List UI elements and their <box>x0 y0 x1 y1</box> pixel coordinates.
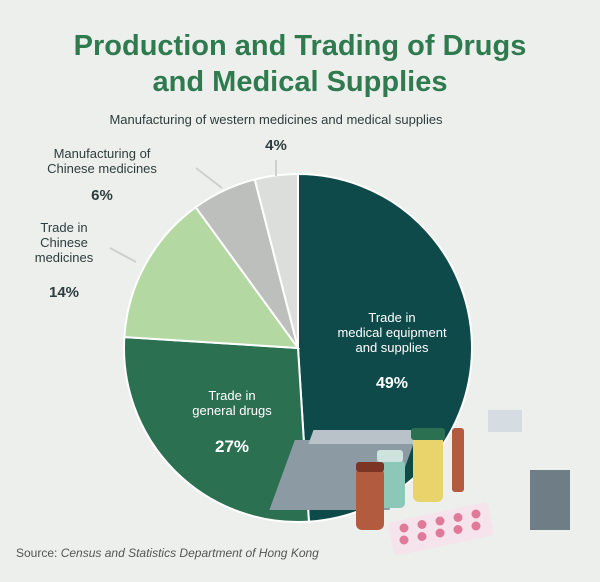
slice-value-label: 6% <box>91 187 113 204</box>
slice-label: Manufacturing of western medicines and m… <box>109 112 443 127</box>
source-name: Census and Statistics Department of Hong… <box>60 546 319 560</box>
leader-line <box>195 167 223 189</box>
slice-value-label: 4% <box>265 137 287 154</box>
leader-line <box>109 247 137 263</box>
slice-label: Trade in Chinese medicines <box>35 220 94 265</box>
slice-label: Manufacturing of Chinese medicines <box>47 146 157 176</box>
pie-slice <box>123 336 310 523</box>
title-line-1: Production and Trading of Drugs <box>73 30 527 62</box>
slice-label: Trade in medical equipment and supplies <box>337 310 447 355</box>
medicine-illustration <box>269 410 570 556</box>
slice-value-label: 49% <box>376 375 408 392</box>
source-prefix: Source: <box>16 546 61 560</box>
slice-value-label: 14% <box>49 284 79 301</box>
slice-label: Trade in general drugs <box>192 388 272 418</box>
pie-slice <box>123 205 301 350</box>
slice-value-label: 27% <box>215 437 249 456</box>
title-line-2: and Medical Supplies <box>152 66 448 98</box>
chart-title: Production and Trading of Drugs and Medi… <box>0 28 600 100</box>
source-note: Source: Census and Statistics Department… <box>16 546 319 560</box>
